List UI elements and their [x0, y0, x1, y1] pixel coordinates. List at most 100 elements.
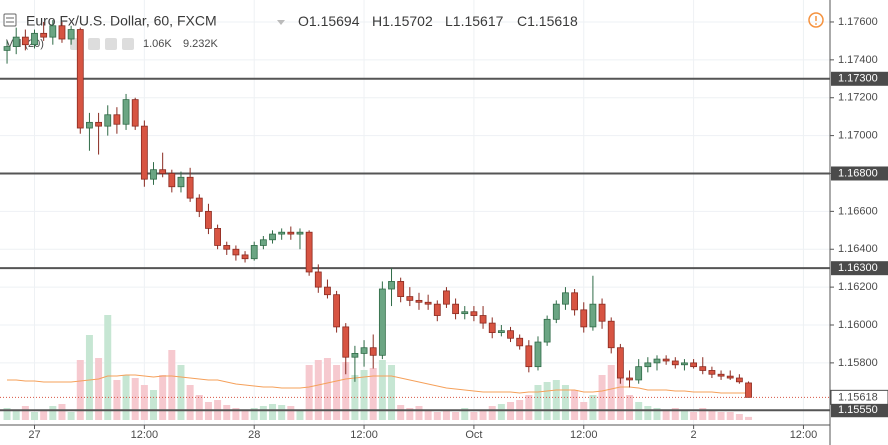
collapse-icon[interactable] — [3, 13, 17, 27]
add-icon[interactable] — [105, 38, 117, 50]
volume-bar — [479, 410, 487, 420]
candle-body — [104, 114, 112, 127]
volume-bar — [232, 408, 240, 420]
x-tick-label: 12:00 — [131, 429, 159, 441]
candle-body — [342, 326, 350, 358]
volume-bar — [223, 405, 231, 420]
volume-bar — [21, 406, 29, 420]
volume-bar — [735, 414, 743, 420]
volume-bar — [525, 395, 533, 420]
dropdown-arrow[interactable] — [277, 20, 285, 25]
y-tick-label: 1.15800 — [838, 357, 878, 369]
volume-bar — [552, 380, 560, 420]
volume-bar — [287, 406, 295, 420]
y-tick-label: 1.17200 — [838, 92, 878, 104]
volume-bar — [104, 315, 112, 420]
y-tick-label: 1.16400 — [838, 243, 878, 255]
candle-body — [397, 281, 405, 297]
volume-bar — [31, 412, 39, 420]
volume-bar — [140, 385, 148, 420]
ohlc-open: O1.15694 — [298, 13, 360, 29]
candle-body — [314, 271, 322, 288]
level-label-box — [831, 71, 888, 86]
volume-bar — [442, 410, 450, 420]
settings-icon[interactable] — [88, 38, 100, 50]
volume-bar — [598, 375, 606, 420]
volume-bar — [360, 370, 368, 420]
candle-body — [168, 173, 176, 188]
volume-bar — [680, 410, 688, 420]
candle-body — [424, 301, 432, 305]
alert-dot — [815, 23, 817, 25]
candle-body — [223, 245, 231, 250]
candle-body — [49, 25, 57, 38]
candle-body — [406, 296, 414, 301]
candle-body — [717, 373, 725, 377]
volume-bar — [644, 406, 652, 420]
candle-body — [726, 375, 734, 379]
x-tick-label: 28 — [248, 429, 260, 441]
candle-body — [745, 382, 752, 398]
candle-body — [644, 362, 652, 368]
volume-bar — [616, 370, 624, 420]
candle-body — [690, 362, 698, 368]
volume-bar — [150, 390, 158, 420]
candle-body — [589, 303, 597, 328]
volume-bar — [250, 408, 258, 420]
volume-bar — [67, 412, 75, 420]
level-label: 1.16300 — [838, 262, 878, 274]
level-label: 1.17300 — [838, 73, 878, 85]
candle-body — [681, 362, 688, 366]
y-tick-label: 1.16200 — [838, 281, 878, 293]
candle-body — [497, 330, 505, 333]
y-tick-label: 1.17600 — [838, 16, 878, 28]
volume-bar — [296, 410, 304, 420]
volume-bar — [168, 350, 176, 420]
candle-body — [580, 309, 588, 328]
volume-bar — [415, 406, 423, 420]
ohlc-close: C1.15618 — [517, 13, 578, 29]
ohlc-low: L1.15617 — [445, 13, 504, 29]
volume-bar — [241, 410, 249, 420]
candle-body — [369, 347, 377, 356]
volume-bar — [269, 404, 277, 420]
volume-bar — [378, 360, 386, 420]
volume-bar — [653, 408, 661, 420]
candle-body — [598, 303, 606, 322]
volume-bar — [607, 365, 615, 420]
volume-bar — [186, 385, 194, 420]
candle-body — [159, 169, 167, 174]
candle-body — [452, 303, 459, 315]
volume-ma-line — [7, 374, 749, 394]
candle-body — [552, 303, 560, 320]
volume-bar — [12, 410, 20, 420]
candle-body — [76, 29, 84, 129]
remove-icon[interactable] — [122, 38, 134, 50]
volume-bar — [113, 380, 121, 420]
candle-body — [259, 239, 267, 246]
candle-body — [177, 176, 185, 188]
candle-body — [278, 231, 286, 235]
volume-bar — [690, 412, 698, 420]
x-tick-label: 2 — [691, 429, 697, 441]
volume-bar — [177, 365, 185, 420]
candle-body — [378, 288, 386, 356]
volume-bar — [369, 368, 377, 420]
alert-icon[interactable] — [808, 12, 824, 28]
x-tick-label: Oct — [465, 429, 482, 441]
candle-body — [214, 228, 221, 246]
candle-body — [488, 322, 496, 333]
candle-body — [571, 292, 579, 311]
candle-body — [305, 231, 313, 273]
volume-bar — [3, 408, 11, 420]
volume-bar — [461, 408, 469, 420]
volume-bar — [58, 404, 66, 420]
candle-body — [607, 320, 615, 349]
level-label: 1.15550 — [838, 404, 878, 416]
candle-body — [287, 231, 295, 235]
volume-bar — [49, 406, 57, 420]
volume-bar — [699, 408, 707, 420]
candle-body — [470, 311, 478, 316]
volume-bar — [561, 385, 569, 420]
candle-body — [113, 114, 121, 125]
